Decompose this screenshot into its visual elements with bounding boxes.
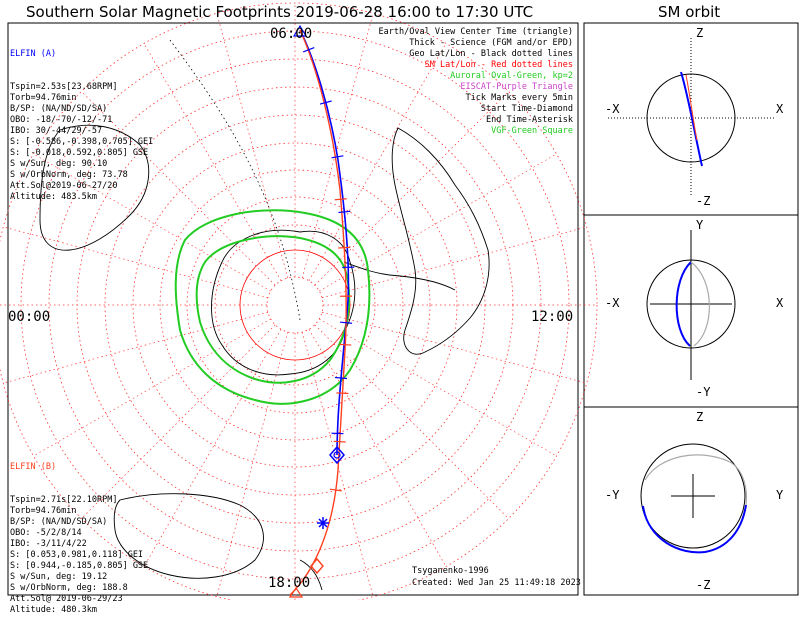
- elfin-a-info-line: S w/Sun, deg: 90.10: [10, 159, 153, 170]
- elfin-b-info-line: IBO: -3/11/4/22: [10, 539, 148, 550]
- sm-lon-line: [33, 319, 270, 456]
- sm-lon-line: [319, 319, 556, 456]
- sm-lon-line: [302, 13, 373, 278]
- legend-entry: VGF-Green Square: [379, 126, 573, 137]
- elfin-b-info-line: Torb=94.76min: [10, 506, 148, 517]
- map-label-left: 00:00: [8, 309, 50, 325]
- orbit-yz-top: Z: [696, 410, 703, 424]
- elfin-a-info-line: Torb=94.76min: [10, 93, 153, 104]
- sm-lon-line: [319, 154, 556, 291]
- elfin-b-info-line: S w/Sun, deg: 19.12: [10, 572, 148, 583]
- legend: Earth/Oval View Center Time (triangle)Th…: [379, 27, 573, 137]
- elfin-b-info-line: S: [0.053,0.981,0.118] GEI: [10, 550, 148, 561]
- orbit-xz-top: Z: [696, 26, 703, 40]
- elfin-b-info: ELFIN (B) Tspin=2.71s[22.10RPM]Torb=94.7…: [10, 440, 148, 627]
- sm-lon-line: [309, 329, 446, 566]
- orbit-xz-right: X: [776, 102, 783, 116]
- orbit-yz-right: Y: [776, 488, 783, 502]
- elfin-b-info-line: Altitude: 480.3km: [10, 605, 148, 616]
- track-tick: [334, 441, 346, 442]
- sm-lon-line: [144, 43, 281, 280]
- orbit-title: SM orbit: [658, 3, 720, 21]
- elfin-b-info-line: Tspin=2.71s[22.10RPM]: [10, 495, 148, 506]
- orbit-xy-right: X: [776, 296, 783, 310]
- sm-lat-circle: [267, 277, 323, 333]
- track-tick: [340, 322, 352, 323]
- elfin-b-header: ELFIN (B): [10, 462, 148, 473]
- orbit-panel-xz: [608, 38, 774, 196]
- footer-created: Created: Wed Jan 25 11:49:18 2023: [412, 578, 581, 589]
- orbit-yz-left: -Y: [605, 488, 619, 502]
- track-tick: [335, 199, 347, 200]
- legend-entry: Start Time-Diamond: [379, 104, 573, 115]
- elfin-b-info-line: B/SP: (NA/ND/SD/SA): [10, 517, 148, 528]
- elfin-a-info-line: B/SP: (NA/ND/SD/SA): [10, 104, 153, 115]
- figure-title: Southern Solar Magnetic Footprints 2019-…: [26, 3, 533, 21]
- orbit-xy-left: -X: [605, 296, 619, 310]
- legend-entry: Geo Lat/Lon - Black dotted lines: [379, 49, 573, 60]
- orbit-yz-bottom: -Z: [696, 578, 710, 592]
- map-label-right: 12:00: [531, 309, 573, 325]
- legend-entry: Tick Marks every 5min: [379, 93, 573, 104]
- footer-model: Tsyganenko-1996: [412, 566, 489, 577]
- elfin-a-info-line: Tspin=2.53s[23.68RPM]: [10, 82, 153, 93]
- orbit-panel-yz: [641, 444, 746, 552]
- legend-entry: SM Lat/Lon - Red dotted lines: [379, 60, 573, 71]
- orbit-xy-top: Y: [696, 218, 703, 232]
- map-label-bottom: 18:00: [268, 575, 310, 591]
- elfin-a-info: ELFIN (A) Tspin=2.53s[23.68RPM]Torb=94.7…: [10, 27, 153, 214]
- orbit-xz-bottom: -Z: [696, 194, 710, 208]
- south-america-coast: [392, 128, 489, 354]
- elfin-a-header: ELFIN (A): [10, 49, 153, 60]
- elfin-b-info-line: OBO: -5/2/8/14: [10, 528, 148, 539]
- elfin-a-info-line: S: [-0.586,-0.398,0.705] GEI: [10, 137, 153, 148]
- track-tick: [339, 344, 351, 345]
- elfin-b-info-line: S: [0.944,-0.185,0.805] GSE: [10, 561, 148, 572]
- track-tick: [338, 247, 350, 248]
- elfin-b-track: [290, 30, 346, 595]
- track-tick: [337, 393, 349, 394]
- antarctic-peninsula: [344, 262, 455, 290]
- legend-entry: Thick - Science (FGM and/or EPD): [379, 38, 573, 49]
- legend-entry: EISCAT-Purple Triangle: [379, 82, 573, 93]
- orbit-xz-left: -X: [605, 102, 619, 116]
- orbit-panel-xy: [647, 230, 735, 380]
- sm-lon-line: [144, 329, 281, 566]
- elfin-a-info-line: S: [-0.018,0.592,0.805] GSE: [10, 148, 153, 159]
- elfin-a-info-line: IBO: 30/-44/29/-57: [10, 126, 153, 137]
- elfin-a-info-line: Att.Sol@2019-06-27/20: [10, 181, 153, 192]
- track-tick: [338, 211, 350, 212]
- map-label-top: 06:00: [270, 26, 312, 42]
- elfin-b-info-line: S w/OrbNorm, deg: 188.8: [10, 583, 148, 594]
- legend-entry: End Time-Asterisk: [379, 115, 573, 126]
- elfin-a-info-line: S w/OrbNorm, deg: 73.78: [10, 170, 153, 181]
- sm-lon-line: [322, 227, 587, 298]
- sm-lon-line: [217, 332, 288, 597]
- orbit-xy-bottom: -Y: [696, 385, 710, 399]
- legend-entry: Auroral Oval-Green, kp=2: [379, 71, 573, 82]
- elfin-a-track: [300, 30, 348, 455]
- legend-entry: Earth/Oval View Center Time (triangle): [379, 27, 573, 38]
- elfin-a-info-line: OBO: -18/-70/-12/-71: [10, 115, 153, 126]
- elfin-a-info-line: Altitude: 483.5km: [10, 192, 153, 203]
